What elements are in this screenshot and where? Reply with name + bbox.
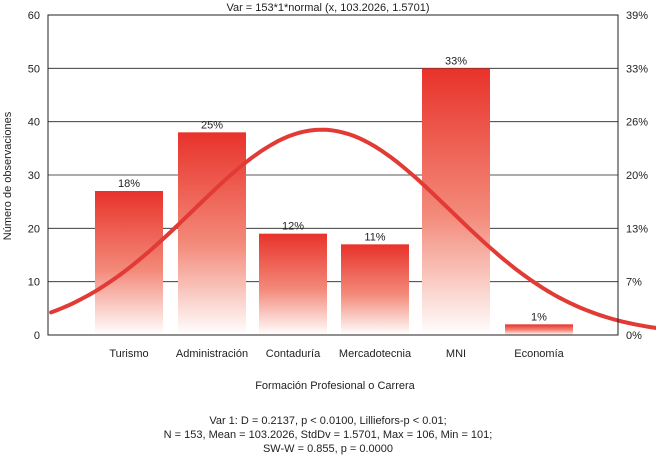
y-tick-label: 60 <box>28 10 40 22</box>
category-label: Contaduría <box>266 348 321 360</box>
data-label: 18% <box>118 178 140 190</box>
stats-line-3: SW-W = 0.855, p = 0.0000 <box>262 443 394 455</box>
y-tick-label: 0 <box>34 330 40 342</box>
y2-axis-ticks: 0% 7% 13% 20% 26% 33% 39% <box>626 10 648 342</box>
y2-tick-label: 0% <box>626 330 642 342</box>
data-label: 12% <box>282 221 304 233</box>
bar-mni <box>422 68 490 335</box>
y-tick-label: 30 <box>28 170 40 182</box>
histogram-chart: Var = 153*1*normal (x, 103.2026, 1.5701)… <box>2 2 656 392</box>
y2-tick-label: 33% <box>626 63 648 75</box>
y2-tick-label: 20% <box>626 170 648 182</box>
y2-tick-label: 39% <box>626 10 648 22</box>
category-label: Turismo <box>109 348 148 360</box>
data-label: 33% <box>445 55 467 67</box>
y2-tick-label: 26% <box>626 117 648 129</box>
normal-curve <box>49 127 656 330</box>
y-tick-label: 10 <box>28 277 40 289</box>
bar-turismo <box>95 191 163 335</box>
bar-economía <box>505 324 573 335</box>
category-label: Mercadotecnia <box>339 348 412 360</box>
bar-mercadotecnia <box>341 244 409 335</box>
bar-administración <box>178 132 246 335</box>
x-axis-label: Formación Profesional o Carrera <box>255 380 415 392</box>
data-label: 1% <box>531 311 547 323</box>
category-label: Administración <box>176 348 248 360</box>
stats-line-2: N = 153, Mean = 103.2026, StdDv = 1.5701… <box>163 429 493 441</box>
category-label: MNI <box>446 348 466 360</box>
y-axis-ticks: 0 10 20 30 40 50 60 <box>28 10 40 342</box>
chart-title: Var = 153*1*normal (x, 103.2026, 1.5701) <box>226 2 429 14</box>
stats-block: Var 1: D = 0.2137, p < 0.0100, Lilliefor… <box>0 414 656 456</box>
y2-tick-label: 13% <box>626 223 648 235</box>
y-tick-label: 50 <box>28 63 40 75</box>
y-tick-label: 20 <box>28 223 40 235</box>
bars <box>95 68 573 335</box>
x-axis-categories: Turismo Administración Contaduría Mercadote… <box>109 348 564 360</box>
plot-frame <box>47 14 619 336</box>
y-tick-label: 40 <box>28 117 40 129</box>
data-label: 11% <box>364 231 385 243</box>
y-axis-label: Número de observaciones <box>2 111 14 240</box>
data-labels: 18% 25% 12% 11% 33% 1% <box>118 55 547 323</box>
bar-contaduría <box>259 233 327 335</box>
stats-line-1: Var 1: D = 0.2137, p < 0.0100, Lilliefor… <box>209 415 447 427</box>
y2-tick-label: 7% <box>626 277 642 289</box>
category-label: Economía <box>514 348 564 360</box>
data-label: 25% <box>201 119 223 131</box>
